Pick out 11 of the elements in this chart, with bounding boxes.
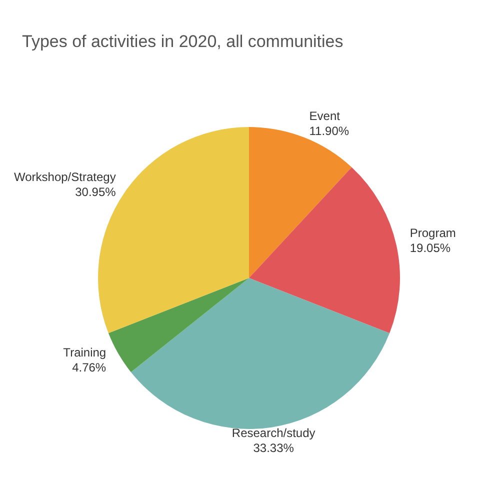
data-label: 11.90%: [309, 124, 350, 138]
data-label: 30.95%: [75, 184, 116, 199]
slice-label: Training: [63, 345, 106, 360]
slice-label: Program: [410, 226, 456, 240]
slice-label: Event: [309, 109, 341, 124]
data-label: 33.33%: [253, 440, 294, 455]
chart-title: Types of activities in 2020, all communities: [21, 31, 344, 53]
slice-label: Workshop/Strategy: [14, 170, 116, 184]
data-label: 4.76%: [72, 360, 106, 374]
data-label: 19.05%: [410, 241, 451, 256]
slice-label: Research/study: [232, 426, 316, 440]
